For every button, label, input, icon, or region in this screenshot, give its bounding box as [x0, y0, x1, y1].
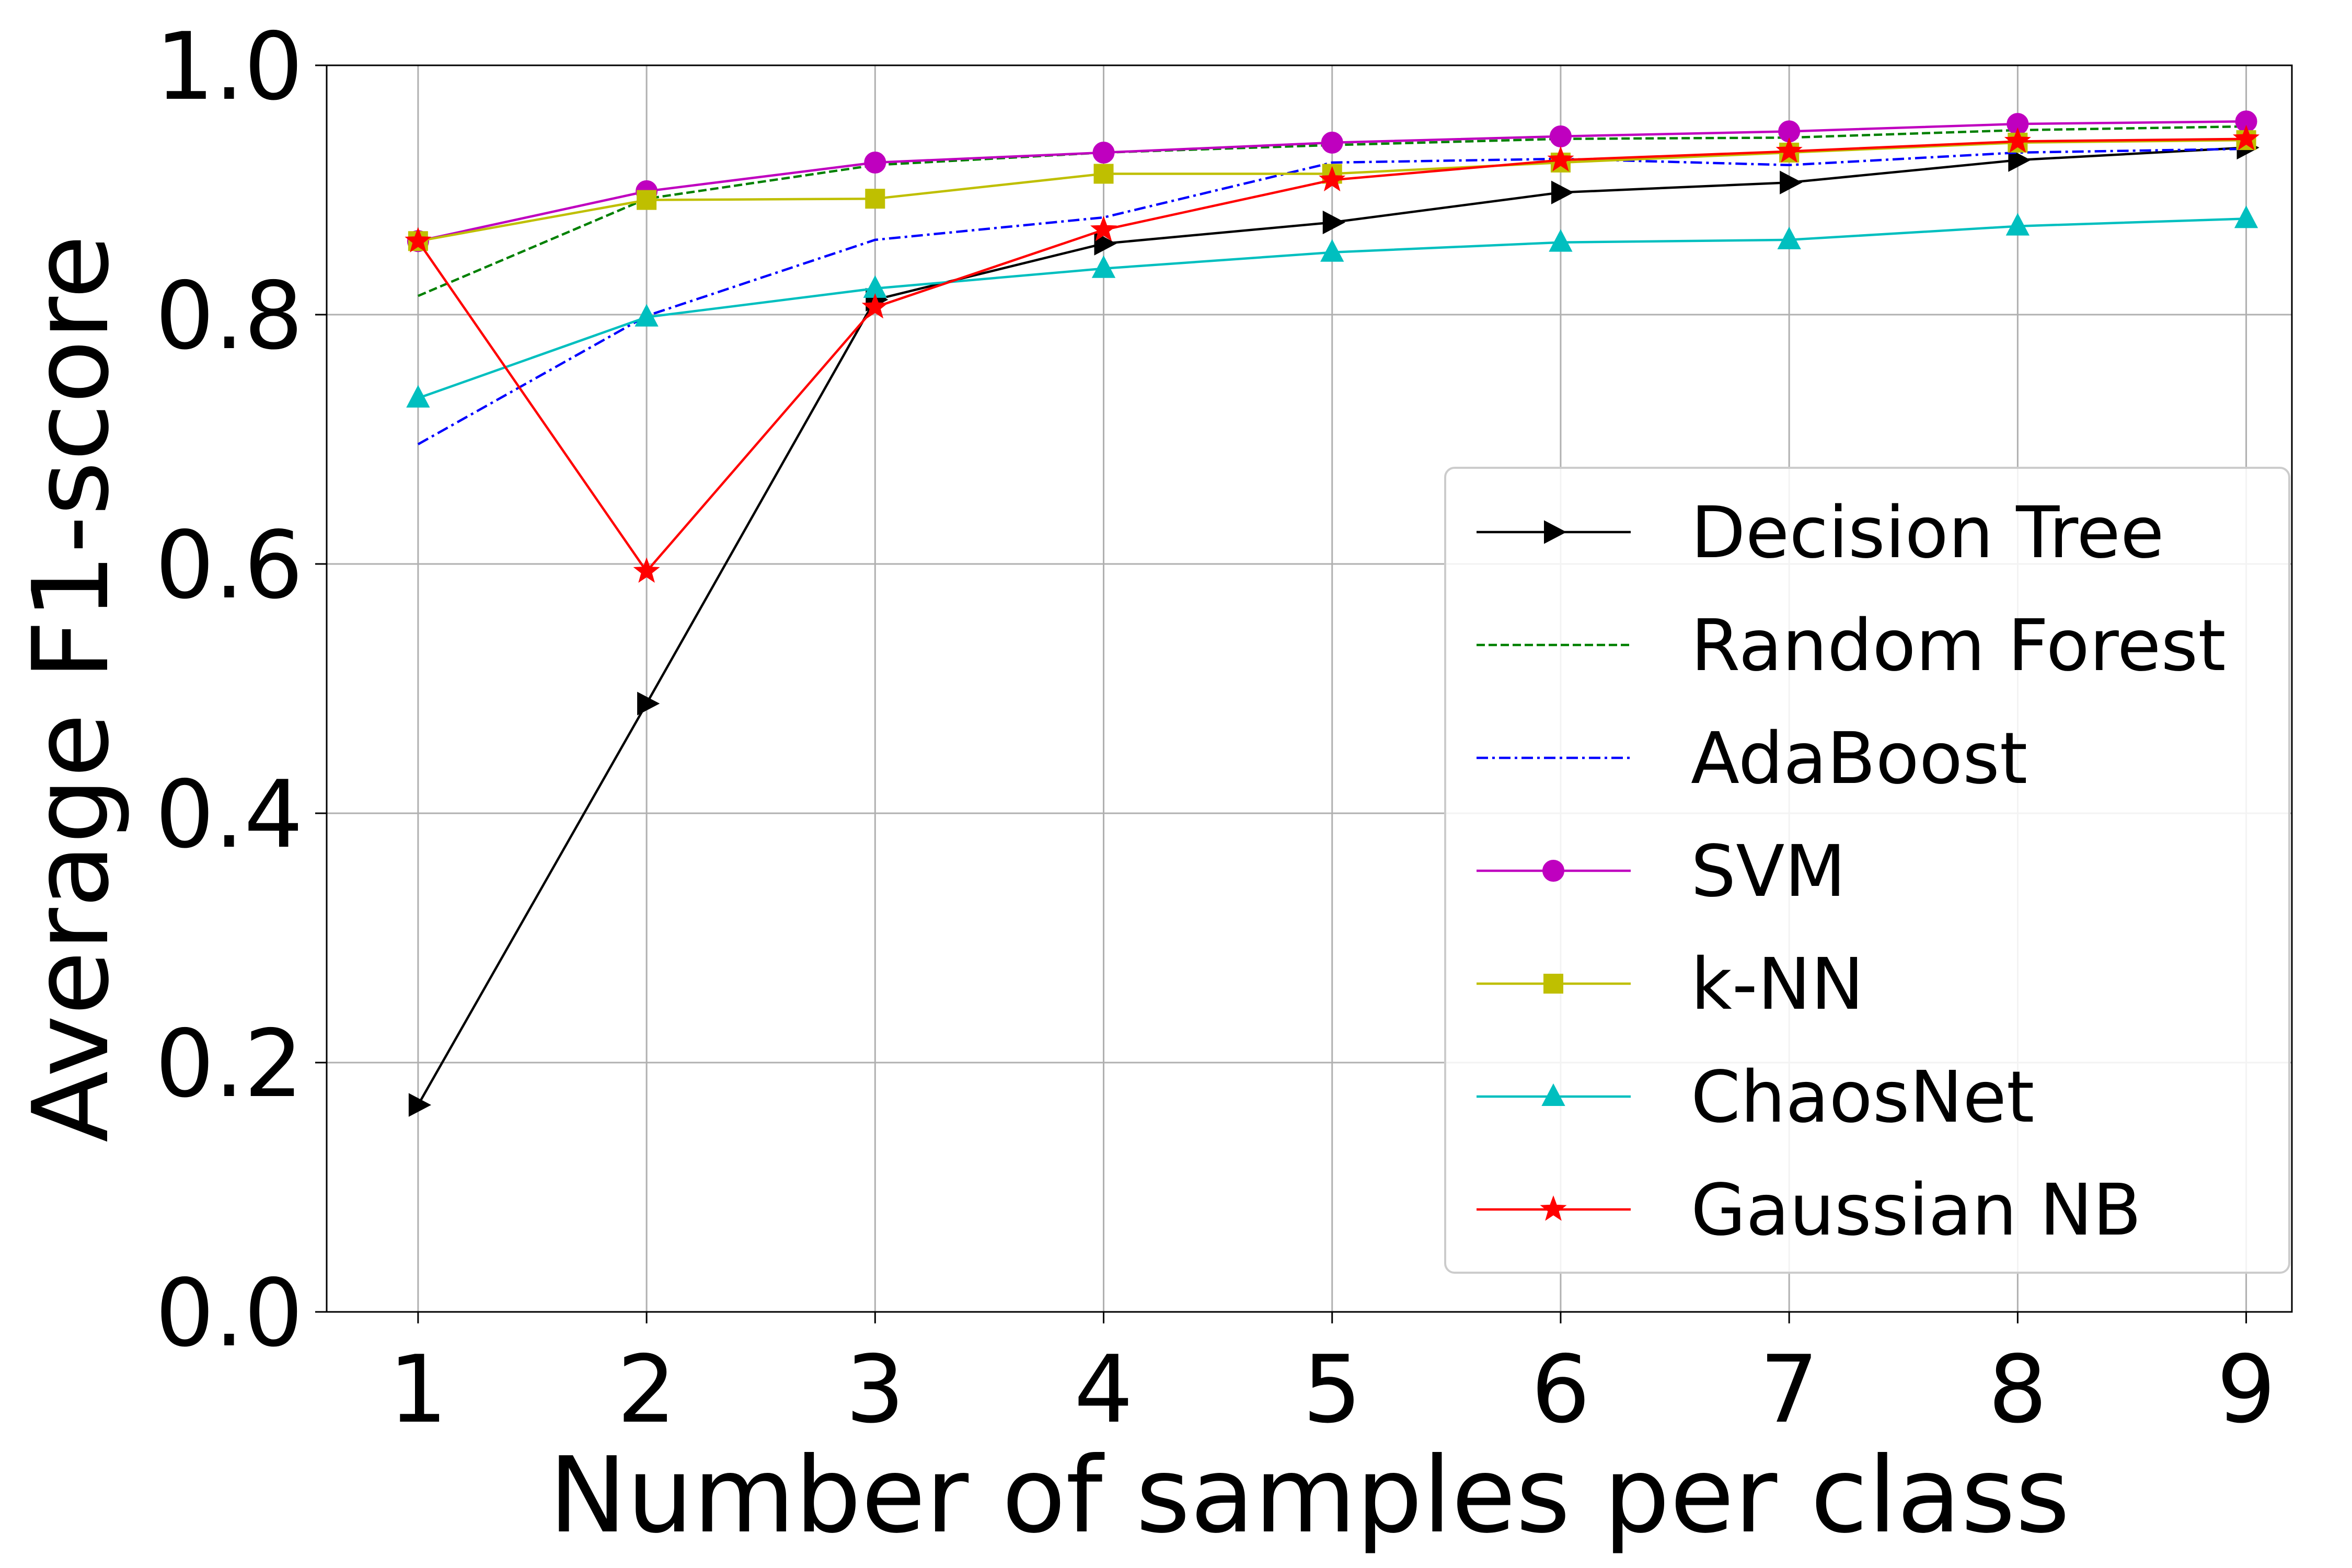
legend-item: SVM — [1477, 831, 1846, 913]
legend-label: Decision Tree — [1691, 492, 2164, 574]
x-tick-label: 2 — [617, 1335, 676, 1444]
legend-marker — [1544, 520, 1567, 544]
data-point — [2004, 127, 2031, 153]
legend: Decision Tree Random Forest AdaBoost SVM k-N… — [1444, 467, 2290, 1274]
series-random-forest — [418, 125, 2246, 297]
y-tick-label: 0.6 — [155, 511, 303, 619]
legend-item: Decision Tree — [1477, 492, 2164, 574]
data-point — [637, 190, 657, 210]
x-tick-label: 4 — [1074, 1335, 1133, 1444]
data-point — [2005, 213, 2030, 236]
data-point — [865, 189, 885, 209]
data-point — [1549, 229, 1573, 252]
data-point — [1780, 170, 1803, 194]
y-tick-label: 0.0 — [155, 1259, 303, 1367]
legend-marker — [1542, 860, 1564, 882]
legend-label: Random Forest — [1691, 605, 2226, 687]
legend-marker — [1543, 974, 1563, 994]
legend-marker — [1540, 1195, 1567, 1221]
y-tick-label: 0.8 — [155, 262, 303, 370]
plot-area-frame — [326, 64, 2293, 1313]
data-point — [1092, 141, 1115, 164]
legend-item: Gaussian NB — [1477, 1169, 2141, 1252]
legend-item: k-NN — [1477, 943, 1864, 1026]
series-line — [418, 125, 2246, 297]
legend-marker — [1541, 1083, 1565, 1106]
x-tick-label: 9 — [2217, 1335, 2276, 1444]
x-tick-label: 1 — [388, 1335, 447, 1444]
legend-label: ChaosNet — [1691, 1056, 2034, 1139]
y-tick-label: 1.0 — [155, 13, 303, 121]
data-point — [2234, 205, 2258, 228]
series-decision-tree — [408, 135, 2259, 1117]
data-point — [1322, 210, 1345, 235]
data-point — [408, 1093, 432, 1117]
legend-label: SVM — [1691, 831, 1846, 913]
data-point — [1320, 239, 1344, 262]
x-axis-label: Number of samples per class — [549, 1435, 2070, 1557]
y-tick-label: 0.4 — [155, 760, 303, 869]
data-point — [1547, 146, 1574, 172]
data-point — [1093, 164, 1114, 184]
series-line — [417, 147, 2246, 445]
data-point — [1775, 137, 1803, 163]
data-point — [1091, 255, 1116, 278]
data-point — [1319, 166, 1346, 192]
data-point — [2232, 124, 2260, 151]
data-point — [633, 557, 660, 583]
data-point — [406, 385, 430, 408]
series-chaosnet — [406, 205, 2258, 408]
legend-label: Gaussian NB — [1691, 1169, 2141, 1252]
data-point — [861, 293, 889, 319]
x-tick-label: 5 — [1302, 1335, 1362, 1444]
data-point — [2008, 148, 2031, 172]
data-point — [864, 152, 886, 174]
legend-item: Random Forest — [1477, 605, 2226, 687]
series-gaussian-nb — [405, 124, 2260, 583]
data-point — [1551, 180, 1574, 204]
legend-label: k-NN — [1691, 943, 1864, 1026]
data-point — [1777, 226, 1801, 249]
axis-ticks: 1 2 3 4 5 6 7 8 9 0.0 0.2 0.4 0.6 0.8 1.0 — [155, 13, 2276, 1444]
x-tick-label: 7 — [1760, 1335, 1819, 1444]
data-point — [637, 691, 660, 716]
legend-item: AdaBoost — [1477, 718, 2027, 800]
y-axis-label: Average F1-score — [10, 235, 132, 1143]
legend-box — [1444, 467, 2290, 1274]
data-point — [405, 227, 432, 253]
y-tick-label: 0.2 — [155, 1010, 303, 1118]
data-point — [1090, 215, 1117, 241]
x-tick-label: 8 — [1988, 1335, 2047, 1444]
series-lines — [405, 110, 2260, 1117]
data-point — [635, 304, 659, 327]
series-svm — [407, 110, 2257, 252]
legend-item: ChaosNet — [1477, 1056, 2034, 1139]
x-tick-label: 3 — [846, 1335, 905, 1444]
data-point — [1549, 125, 1572, 147]
x-tick-label: 6 — [1531, 1335, 1590, 1444]
data-point — [1321, 131, 1343, 154]
series-adaboost — [417, 147, 2246, 445]
legend-label: AdaBoost — [1691, 718, 2027, 800]
